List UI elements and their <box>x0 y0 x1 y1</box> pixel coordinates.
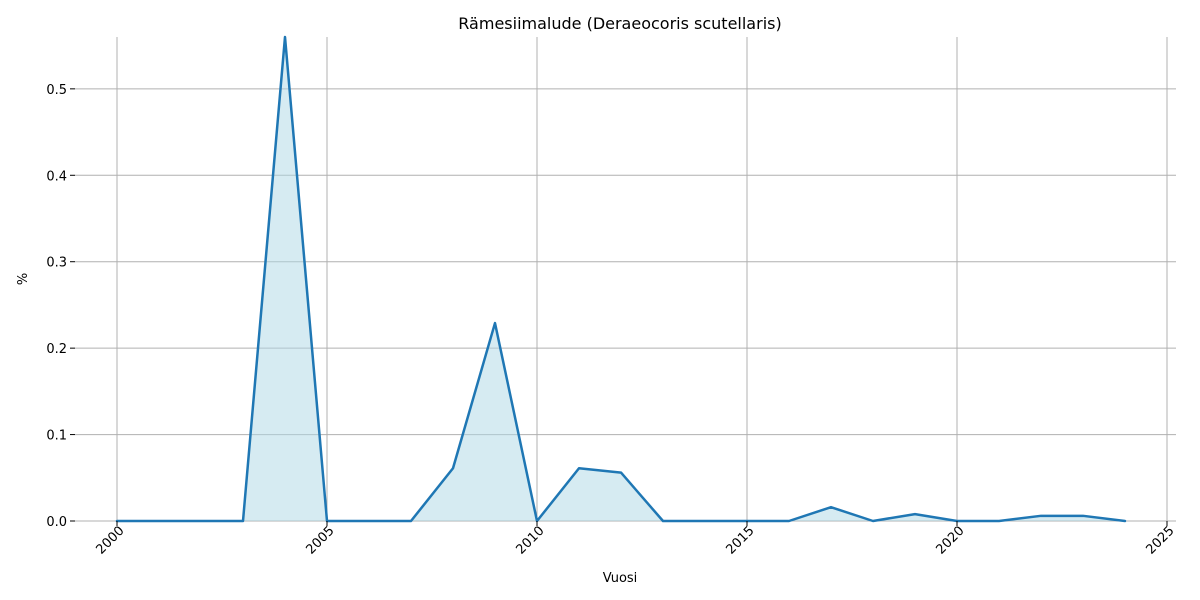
area-layer <box>117 36 1125 521</box>
x-axis-ticks: 2000 2005 2010 2015 2020 2025 <box>94 521 1178 558</box>
y-tick-label: 0.4 <box>46 169 67 184</box>
y-tick-label: 0.3 <box>46 256 67 271</box>
x-tick-label: 2005 <box>304 524 338 558</box>
y-tick-label: 0.2 <box>46 342 67 357</box>
x-tick-label: 2020 <box>934 524 968 558</box>
y-axis-ticks: 0.0 0.1 0.2 0.3 0.4 0.5 <box>46 83 75 530</box>
series-area <box>117 36 1125 521</box>
y-tick-label: 0.0 <box>46 515 67 530</box>
grid <box>75 37 1176 522</box>
chart-title: Rämesiimalude (Deraeocoris scutellaris) <box>458 14 781 33</box>
y-tick-label: 0.5 <box>46 83 67 98</box>
y-tick-label: 0.1 <box>46 429 67 444</box>
x-axis-label: Vuosi <box>603 571 638 586</box>
x-tick-label: 2025 <box>1144 524 1178 558</box>
x-tick-label: 2010 <box>514 524 548 558</box>
x-tick-label: 2000 <box>94 524 128 558</box>
y-axis-label: % <box>16 273 31 285</box>
x-tick-label: 2015 <box>724 524 758 558</box>
